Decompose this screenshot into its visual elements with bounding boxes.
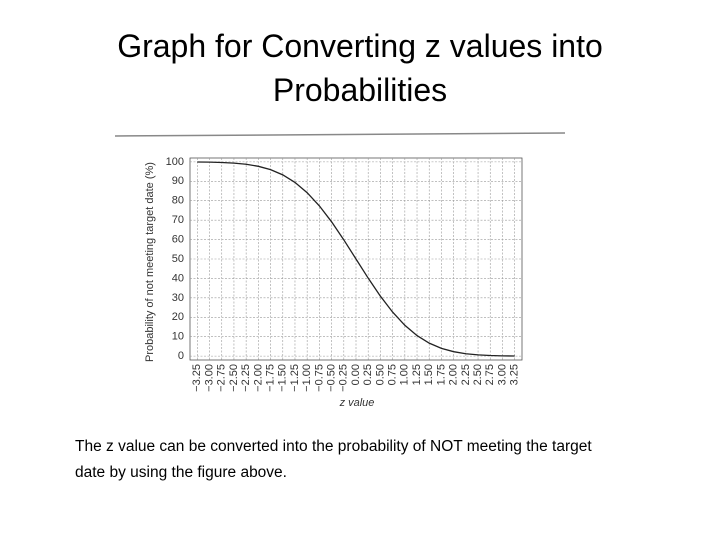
- y-tick-label: 20: [172, 311, 184, 323]
- chart: Probability of not meeting target date (…: [114, 132, 566, 409]
- y-tick-label: 100: [166, 156, 184, 168]
- rule: [114, 132, 566, 137]
- y-tick-label: 10: [172, 331, 184, 343]
- y-tick-label: 30: [172, 292, 184, 304]
- x-axis-label: z value: [339, 397, 375, 409]
- y-tick-label: 60: [172, 233, 184, 245]
- x-tick-label: 1.00: [399, 364, 411, 385]
- y-tick-label: 70: [172, 214, 184, 226]
- x-tick-label: −0.50: [325, 364, 337, 392]
- x-tick-label: −2.50: [228, 364, 240, 392]
- x-tick-label: 2.50: [472, 364, 484, 385]
- x-tick-label: 1.50: [423, 364, 435, 385]
- x-tick-label: 2.75: [484, 364, 496, 385]
- y-tick-label: 50: [172, 253, 184, 265]
- x-tick-label: 3.00: [496, 364, 508, 385]
- y-tick-label: 80: [172, 195, 184, 207]
- x-tick-label: −2.75: [216, 364, 228, 392]
- y-tick-label: 90: [172, 175, 184, 187]
- y-axis-label: Probability of not meeting target date (…: [144, 162, 156, 362]
- x-tick-label: 0.00: [350, 364, 362, 385]
- x-tick-label: 1.25: [411, 364, 423, 385]
- x-tick-label: 1.75: [435, 364, 447, 385]
- x-tick-label: −1.00: [301, 364, 313, 392]
- y-tick-label: 40: [172, 272, 184, 284]
- slide-title: Graph for Converting z values into Proba…: [117, 28, 603, 108]
- x-tick-label: −0.25: [338, 364, 350, 392]
- x-tick-label: −1.25: [289, 364, 301, 392]
- x-tick-label: −3.00: [203, 364, 215, 392]
- x-tick-label: 0.25: [362, 364, 374, 385]
- caption: The z value can be converted into the pr…: [75, 438, 592, 481]
- x-tick-label: 0.50: [374, 364, 386, 385]
- data-line: [197, 161, 515, 357]
- x-tick-label: 0.75: [387, 364, 399, 385]
- x-tick-label: 3.25: [509, 364, 521, 385]
- y-tick-label: 0: [178, 350, 184, 362]
- x-tick-label: 2.25: [460, 364, 472, 385]
- x-tick-label: −2.25: [240, 364, 252, 392]
- x-tick-label: 2.00: [448, 364, 460, 385]
- x-tick-label: −1.75: [264, 364, 276, 392]
- x-tick-label: −3.25: [191, 364, 203, 392]
- x-tick-label: −2.00: [252, 364, 264, 392]
- x-tick-label: −0.75: [313, 364, 325, 392]
- x-tick-label: −1.50: [277, 364, 289, 392]
